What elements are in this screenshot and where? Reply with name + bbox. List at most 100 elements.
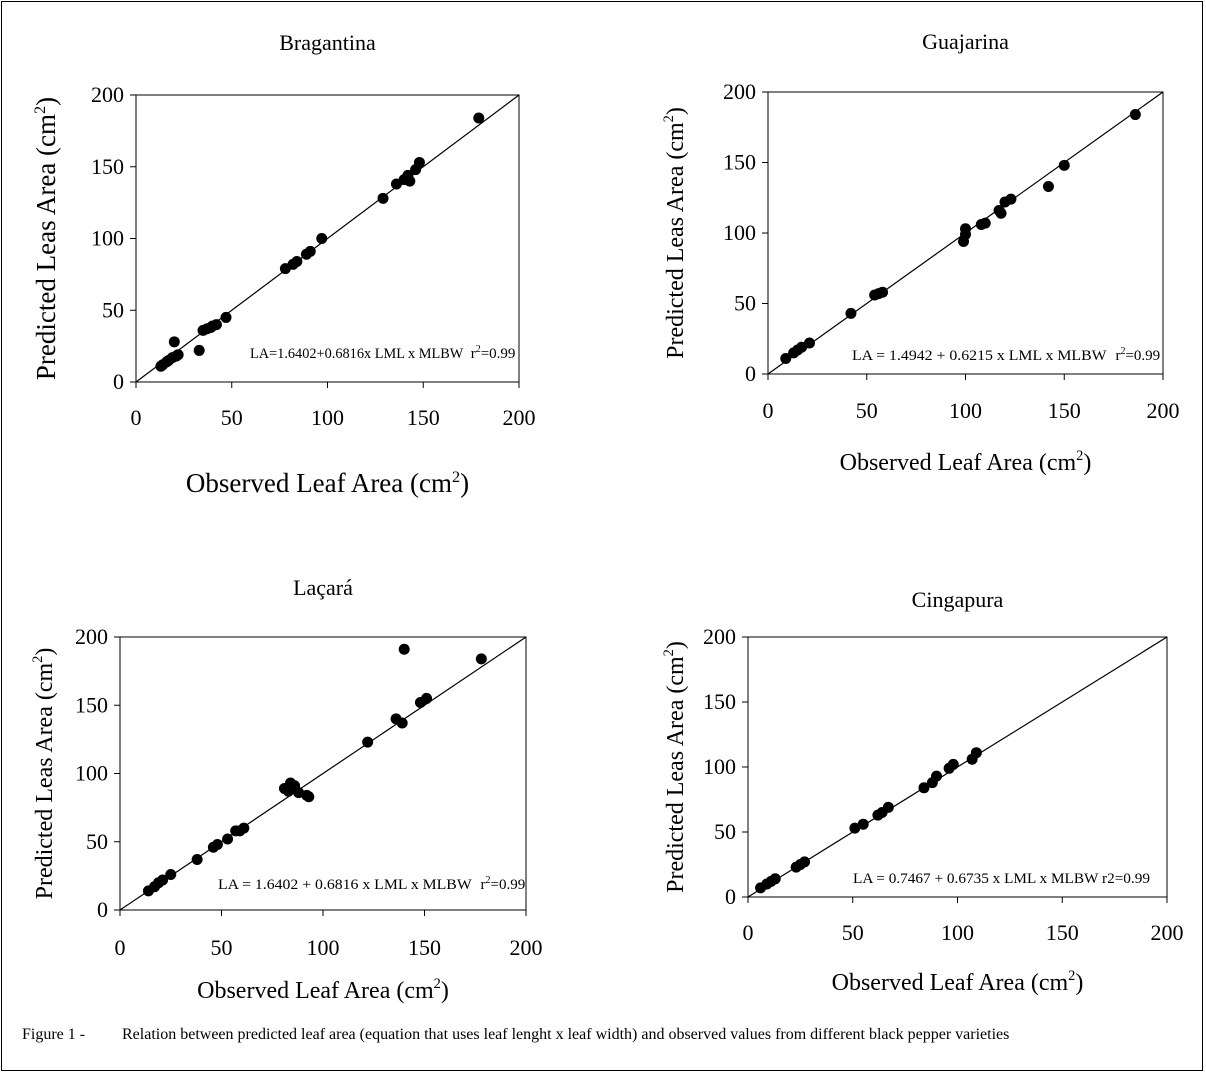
- y-axis-label: Predicted Leas Area (cm2): [31, 97, 61, 380]
- data-point: [1042, 180, 1054, 192]
- x-axis-label: Observed Leaf Area (cm2): [197, 976, 449, 1004]
- data-point: [803, 337, 815, 349]
- y-tick-label: 50: [734, 291, 756, 316]
- data-point: [845, 307, 857, 319]
- data-point: [931, 770, 943, 782]
- data-point: [979, 217, 991, 229]
- data-point: [1058, 159, 1070, 171]
- data-point: [172, 349, 184, 361]
- data-point: [396, 717, 408, 729]
- data-point: [210, 319, 222, 331]
- y-tick-label: 150: [75, 692, 108, 717]
- scatter-chart-3: Laçará 0 50 100 150 200 0 50 100 150 200 Observed L…: [30, 575, 543, 1004]
- data-point: [799, 856, 811, 868]
- scatter-chart-1: Bragantina 0 50 100 150 200 0 50 100 150 200 Observ…: [31, 30, 536, 498]
- data-point: [238, 822, 250, 834]
- y-tick-label: 50: [86, 829, 108, 854]
- data-point: [191, 853, 203, 865]
- y-tick-label: 200: [91, 82, 124, 107]
- regression-equation: LA = 1.4942 + 0.6215 x LML x MLBW: [852, 348, 1107, 364]
- y-tick-label: 0: [725, 884, 736, 909]
- data-point: [1129, 109, 1141, 121]
- x-tick-label: 200: [503, 405, 536, 430]
- x-tick-label: 200: [1147, 398, 1180, 423]
- y-tick-label: 0: [97, 897, 108, 922]
- y-tick-label: 200: [75, 624, 108, 649]
- data-point: [316, 233, 328, 244]
- x-axis-label: Observed Leaf Area (cm2): [840, 448, 1092, 476]
- y-tick-label: 100: [723, 220, 756, 245]
- x-tick-label: 200: [510, 935, 543, 960]
- regression-equation: LA = 1.6402 + 0.6816 x LML x MLBW: [218, 877, 473, 893]
- data-point: [849, 822, 861, 834]
- y-tick-label: 200: [703, 624, 736, 649]
- data-point: [413, 156, 425, 168]
- data-point: [303, 791, 315, 803]
- y-axis-label: Predicted Leas Area (cm2): [661, 641, 689, 893]
- y-axis-label: Predicted Leas Area (cm2): [30, 648, 58, 900]
- data-point: [165, 869, 177, 881]
- y-tick-label: 100: [75, 761, 108, 786]
- r-squared-label: r2=0.99: [481, 875, 526, 893]
- data-point: [473, 112, 485, 124]
- y-tick-label: 150: [723, 150, 756, 175]
- x-tick-label: 100: [941, 920, 974, 945]
- regression-line: [135, 94, 520, 383]
- data-point: [877, 286, 889, 298]
- data-point: [918, 782, 930, 794]
- data-point: [769, 873, 781, 885]
- figure-caption: Figure 1 - Relation between predicted le…: [22, 1024, 1182, 1045]
- x-axis-label: Observed Leaf Area (cm2): [832, 968, 1084, 996]
- x-tick-label: 100: [307, 935, 340, 960]
- x-tick-label: 150: [1048, 398, 1081, 423]
- regression-equation: LA=1.6402+0.6816x LML x MLBW: [250, 346, 464, 362]
- data-point: [960, 223, 971, 235]
- y-tick-label: 0: [745, 361, 756, 386]
- regression-line: [119, 636, 527, 911]
- x-tick-label: 100: [311, 405, 344, 430]
- data-point: [291, 255, 303, 267]
- r-squared-label: r2=0.99: [471, 344, 516, 362]
- data-point: [995, 207, 1007, 219]
- caption-text: Relation between predicted leaf area (eq…: [122, 1026, 1010, 1043]
- y-tick-label: 150: [703, 689, 736, 714]
- data-point: [220, 311, 232, 323]
- x-tick-label: 100: [949, 398, 982, 423]
- chart-title: Laçará: [293, 575, 353, 600]
- y-tick-label: 50: [714, 819, 736, 844]
- data-point: [404, 175, 416, 187]
- y-tick-label: 100: [703, 754, 736, 779]
- y-axis-label: Predicted Leas Area (cm2): [661, 107, 689, 359]
- x-tick-label: 0: [115, 935, 126, 960]
- x-tick-label: 150: [408, 935, 441, 960]
- scatter-chart-4: Cingapura 0 50 100 150 200 0 50 100 150 200 Observe…: [661, 587, 1184, 996]
- y-tick-label: 50: [102, 297, 124, 322]
- data-point: [157, 874, 169, 886]
- y-tick-label: 0: [113, 369, 124, 394]
- data-point: [970, 747, 982, 759]
- data-point: [475, 653, 487, 665]
- x-axis-label: Observed Leaf Area (cm2): [186, 468, 469, 498]
- data-point: [398, 643, 410, 655]
- scatter-chart-2: Guajarina 0 50 100 150 200 0 50 100 150 200 Observe…: [661, 29, 1180, 476]
- x-tick-label: 0: [743, 920, 754, 945]
- x-tick-label: 50: [211, 935, 233, 960]
- data-point: [168, 336, 180, 348]
- r-squared-label: r2=0.99: [1115, 346, 1160, 364]
- chart-title: Guajarina: [922, 29, 1009, 54]
- data-point: [421, 692, 433, 704]
- x-tick-label: 50: [856, 398, 878, 423]
- data-point: [211, 838, 223, 850]
- data-point: [377, 192, 389, 204]
- x-tick-label: 0: [131, 405, 142, 430]
- caption-label: Figure 1 -: [22, 1026, 86, 1043]
- x-tick-label: 150: [407, 405, 440, 430]
- data-point: [947, 758, 959, 770]
- y-tick-label: 100: [91, 226, 124, 251]
- data-point: [1005, 193, 1017, 205]
- regression-equation: LA = 0.7467 + 0.6735 x LML x MLBW r2=0.9…: [853, 871, 1150, 887]
- data-point: [222, 833, 234, 845]
- x-tick-label: 150: [1046, 920, 1079, 945]
- chart-title: Bragantina: [279, 30, 376, 55]
